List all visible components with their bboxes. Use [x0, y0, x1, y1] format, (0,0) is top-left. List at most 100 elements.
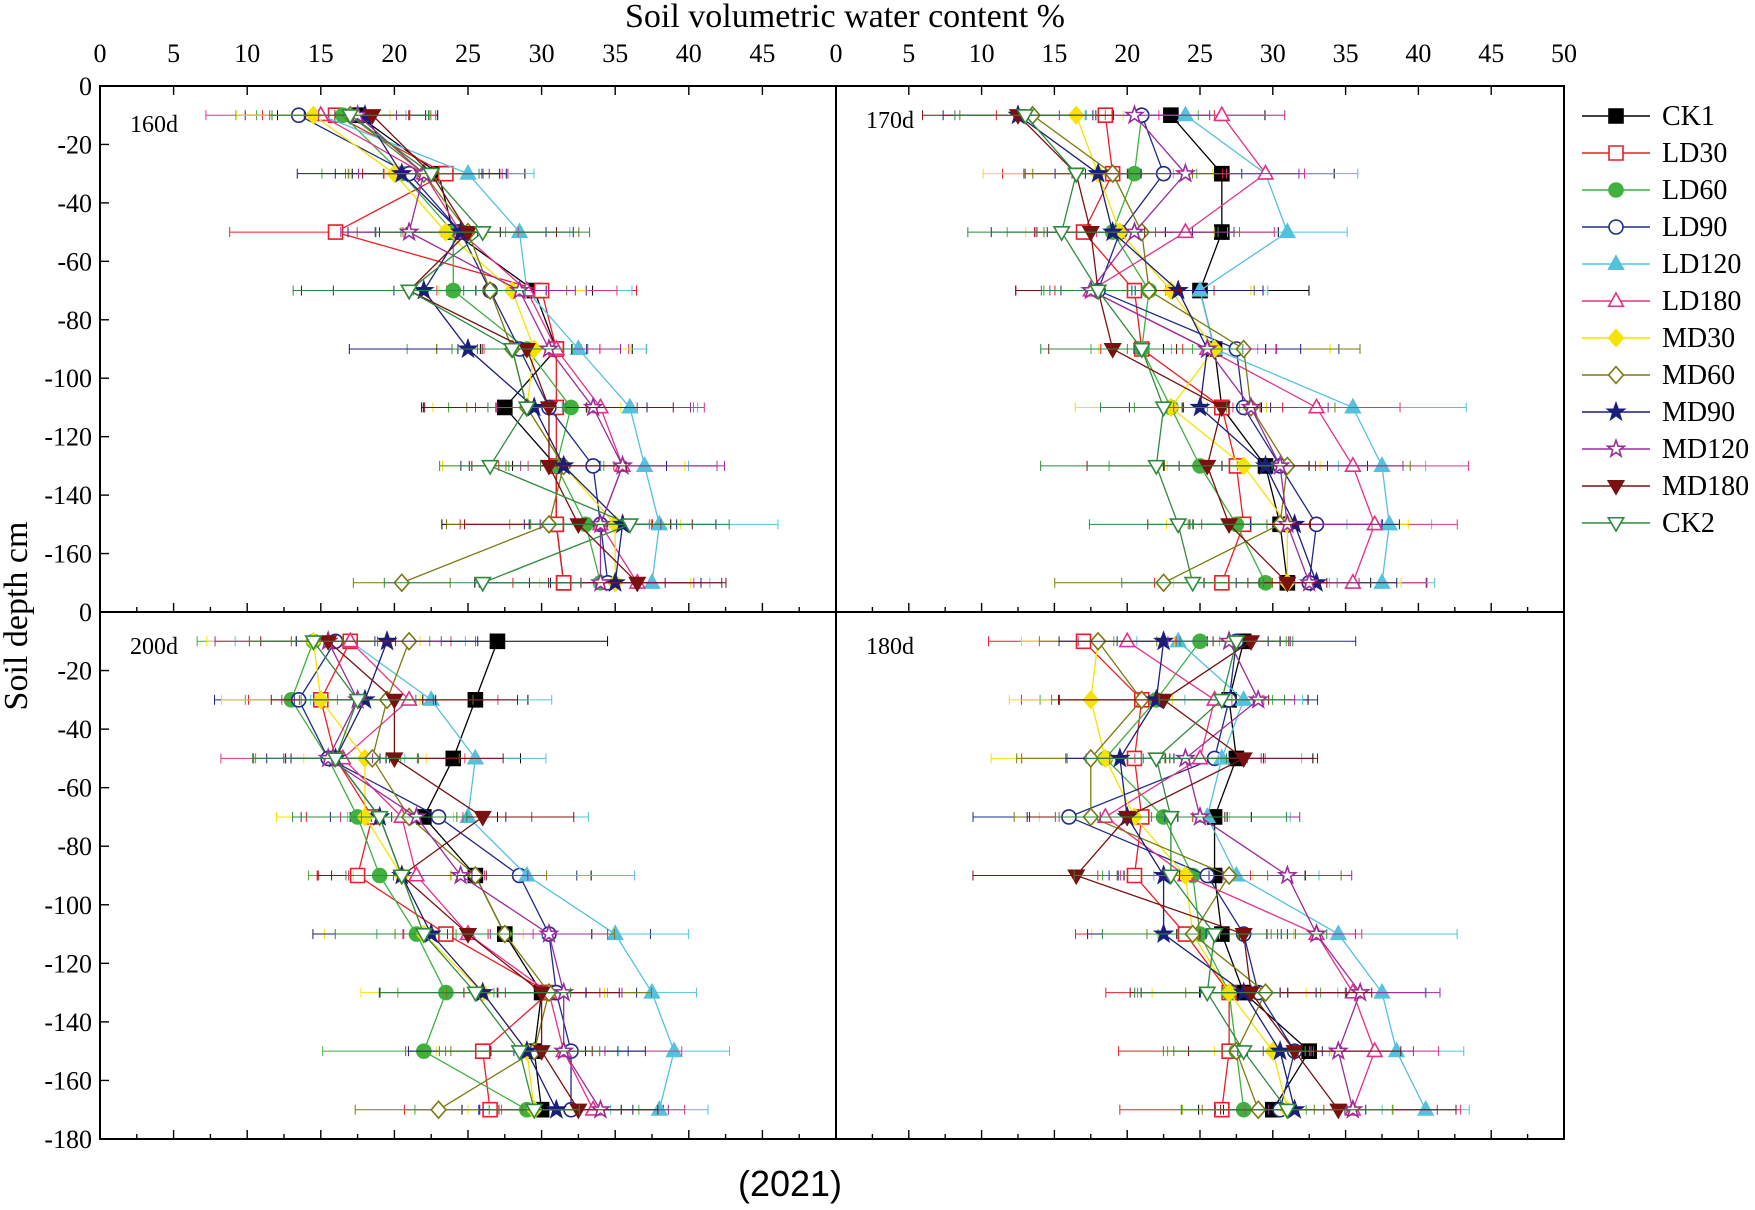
legend-label: CK1 — [1662, 101, 1715, 132]
y-tick-label: 0 — [79, 72, 92, 101]
x-tick-label: 25 — [455, 39, 481, 68]
data-point — [480, 459, 500, 476]
legend-label: LD30 — [1662, 138, 1727, 169]
x-tick-label: 40 — [1405, 39, 1431, 68]
data-point — [525, 1103, 544, 1120]
data-point — [582, 396, 604, 417]
legend-label: MD90 — [1662, 397, 1735, 428]
data-point — [466, 748, 485, 765]
y-tick-label: -60 — [57, 774, 92, 803]
panel-200d: 200d — [99, 611, 837, 1140]
data-point — [458, 226, 478, 242]
data-point — [430, 1100, 447, 1120]
x-tick-label: 20 — [381, 39, 407, 68]
data-point — [538, 922, 560, 944]
x-tick-label: 5 — [167, 39, 180, 68]
data-point — [1167, 279, 1189, 300]
legend-label: LD90 — [1662, 212, 1727, 243]
data-point — [458, 928, 478, 944]
x-tick-label: 0 — [94, 39, 107, 68]
data-point — [1169, 631, 1187, 648]
legend-item-ck1: CK1 — [1582, 101, 1715, 132]
x-tick-label: 20 — [1114, 39, 1140, 68]
legend-marker — [1605, 437, 1627, 459]
data-point — [341, 631, 359, 648]
x-tick-label: 5 — [902, 39, 915, 68]
data-point — [1387, 1041, 1406, 1058]
data-point — [1344, 456, 1362, 472]
data-point — [1052, 226, 1071, 242]
data-point — [1176, 222, 1195, 239]
data-point — [589, 513, 612, 534]
data-point — [517, 342, 536, 359]
data-point — [1087, 162, 1109, 183]
data-point — [620, 518, 640, 534]
data-point — [1161, 869, 1180, 886]
data-point — [553, 454, 575, 475]
data-point — [518, 865, 536, 882]
data-point — [1132, 342, 1151, 359]
data-point — [1373, 982, 1391, 999]
legend-marker — [1606, 516, 1626, 533]
data-point — [449, 864, 472, 885]
legend-item-ld60: LD60 — [1582, 175, 1727, 206]
y-tick-label: -60 — [57, 247, 92, 276]
data-point — [473, 810, 492, 827]
data-point — [405, 805, 428, 826]
data-point — [304, 635, 323, 651]
data-point — [1278, 576, 1297, 593]
series-md120 — [214, 630, 669, 1119]
data-point — [1198, 986, 1217, 1003]
x-tick-label: 45 — [749, 39, 775, 68]
legend-label: LD180 — [1662, 286, 1741, 317]
y-tick-label: -80 — [57, 832, 92, 861]
data-point — [1189, 805, 1211, 826]
data-point — [532, 986, 551, 1003]
data-point — [1285, 1045, 1304, 1061]
legend-marker — [1607, 291, 1625, 308]
y-tick-label: -100 — [44, 891, 92, 920]
x-tick-label: 25 — [1187, 39, 1213, 68]
data-point — [473, 226, 492, 242]
data-point — [459, 807, 477, 823]
data-point — [532, 1045, 551, 1061]
panel-label: 180d — [866, 634, 914, 660]
x-tick-label: 10 — [969, 39, 995, 68]
data-point — [1183, 576, 1202, 593]
x-tick-label: 40 — [676, 39, 702, 68]
data-point — [1234, 752, 1253, 769]
data-point — [1366, 514, 1384, 531]
data-point — [1278, 1103, 1297, 1120]
data-point — [1109, 747, 1131, 768]
legend-item-ld90: LD90 — [1582, 212, 1727, 243]
data-point — [1067, 869, 1086, 886]
data-point — [1176, 105, 1195, 122]
data-point — [1103, 342, 1122, 359]
data-point — [1161, 810, 1180, 827]
data-point — [1174, 747, 1197, 768]
data-point — [538, 337, 560, 359]
data-point — [407, 865, 426, 882]
x-tick-label: 15 — [308, 39, 334, 68]
data-point — [1269, 1039, 1291, 1061]
data-point — [376, 630, 398, 651]
data-point — [508, 279, 531, 300]
data-point — [1153, 630, 1175, 651]
series-ck2 — [1054, 635, 1394, 1120]
data-point — [1191, 280, 1209, 297]
data-point — [589, 1098, 612, 1119]
data-point — [1373, 456, 1391, 472]
data-point — [1212, 401, 1231, 418]
y-axes: 0 -20 -40 -60 -80 -100 -120 -140 -160 0 -20 -40 -60 -… — [44, 72, 109, 1154]
legend-label: LD60 — [1662, 175, 1727, 206]
y-axis-title: Soil depth cm — [0, 522, 35, 711]
series-md180 — [921, 109, 1329, 593]
data-point — [621, 397, 639, 414]
legend-marker — [1607, 365, 1625, 385]
x-tick-label: 35 — [602, 39, 628, 68]
data-point — [385, 693, 404, 710]
data-point — [606, 924, 624, 941]
y-tick-label: -20 — [57, 657, 92, 686]
legend-marker — [1606, 479, 1626, 496]
data-point — [1329, 924, 1348, 941]
